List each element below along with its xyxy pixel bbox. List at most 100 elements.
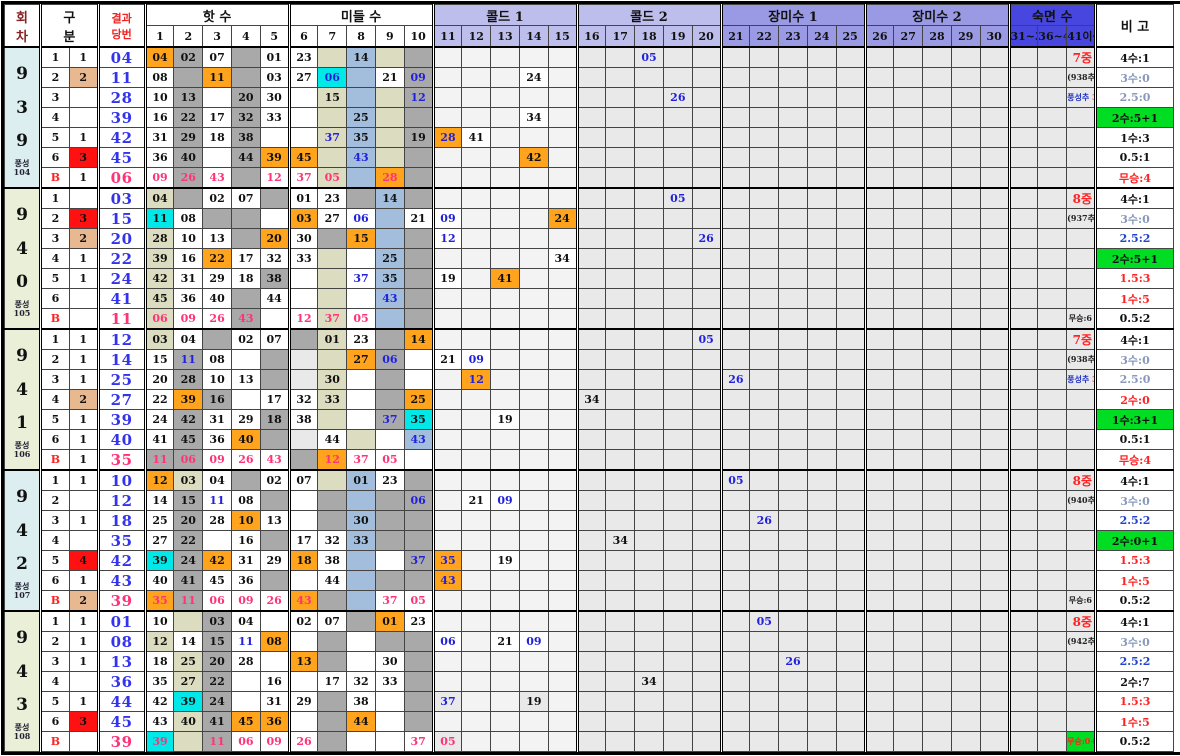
num-cell-5[interactable] xyxy=(259,308,291,330)
num-cell-13[interactable] xyxy=(490,328,520,350)
sleep-31-35[interactable] xyxy=(1008,87,1039,108)
num-cell-14[interactable] xyxy=(518,671,549,692)
num-cell-3[interactable]: 36 xyxy=(202,429,232,450)
sleep-31-35[interactable] xyxy=(1008,449,1039,471)
num-cell-12[interactable] xyxy=(461,409,492,430)
num-cell-18[interactable] xyxy=(634,691,664,712)
num-cell-12[interactable] xyxy=(461,67,492,88)
num-cell-20[interactable] xyxy=(691,550,723,571)
num-cell-2[interactable] xyxy=(173,731,204,752)
num-cell-19[interactable] xyxy=(662,610,693,632)
num-cell-5[interactable]: 01 xyxy=(259,46,291,68)
num-cell-8[interactable] xyxy=(346,610,376,632)
num-cell-24[interactable] xyxy=(806,610,837,632)
num-cell-6[interactable]: 01 xyxy=(288,187,319,209)
num-cell-22[interactable] xyxy=(749,349,780,370)
num-cell-19[interactable]: 26 xyxy=(662,87,693,108)
num-cell-8[interactable]: 25 xyxy=(346,107,376,128)
num-cell-19[interactable] xyxy=(662,369,693,390)
sleep-36-40[interactable] xyxy=(1037,691,1068,712)
num-cell-3[interactable]: 40 xyxy=(202,288,232,309)
num-cell-28[interactable] xyxy=(922,731,952,752)
category-cell[interactable]: 1 xyxy=(68,610,100,632)
num-cell-4[interactable]: 08 xyxy=(230,490,261,511)
num-cell-23[interactable] xyxy=(778,409,808,430)
num-cell-19[interactable] xyxy=(662,107,693,128)
num-cell-5[interactable]: 38 xyxy=(259,268,291,289)
num-cell-5[interactable] xyxy=(259,610,291,632)
num-cell-28[interactable] xyxy=(922,147,952,168)
sleep-41plus[interactable] xyxy=(1066,651,1097,672)
num-cell-16[interactable] xyxy=(576,691,607,712)
sleep-41plus[interactable]: (942추) xyxy=(1066,631,1097,652)
num-cell-14[interactable] xyxy=(518,449,549,471)
num-cell-12[interactable] xyxy=(461,248,492,269)
num-cell-7[interactable]: 17 xyxy=(317,671,348,692)
sleep-41plus[interactable]: (938추) xyxy=(1066,67,1097,88)
num-cell-11[interactable] xyxy=(432,369,463,390)
num-cell-12[interactable] xyxy=(461,107,492,128)
category-cell[interactable] xyxy=(68,530,100,551)
num-cell-22[interactable] xyxy=(749,469,780,491)
num-cell-30[interactable] xyxy=(979,610,1011,632)
num-cell-22[interactable] xyxy=(749,691,780,712)
num-cell-27[interactable] xyxy=(893,208,924,229)
num-cell-4[interactable]: 40 xyxy=(230,429,261,450)
num-cell-18[interactable] xyxy=(634,731,664,752)
sleep-41plus[interactable]: 무승:0+1 xyxy=(1066,731,1097,752)
num-cell-18[interactable] xyxy=(634,409,664,430)
sleep-36-40[interactable] xyxy=(1037,711,1068,732)
num-cell-10[interactable]: 19 xyxy=(403,127,435,148)
num-cell-10[interactable] xyxy=(403,46,435,68)
num-cell-30[interactable] xyxy=(979,228,1011,249)
num-cell-24[interactable] xyxy=(806,550,837,571)
num-cell-10[interactable] xyxy=(403,228,435,249)
num-cell-29[interactable] xyxy=(950,671,981,692)
num-cell-12[interactable] xyxy=(461,167,492,189)
num-cell-9[interactable]: 30 xyxy=(374,651,405,672)
num-cell-23[interactable] xyxy=(778,328,808,350)
num-cell-17[interactable] xyxy=(605,469,636,491)
num-cell-30[interactable] xyxy=(979,67,1011,88)
num-cell-19[interactable] xyxy=(662,469,693,491)
num-cell-25[interactable] xyxy=(835,490,867,511)
num-cell-28[interactable] xyxy=(922,530,952,551)
num-cell-16[interactable] xyxy=(576,469,607,491)
num-cell-12[interactable] xyxy=(461,469,492,491)
num-cell-15[interactable] xyxy=(547,87,579,108)
num-cell-26[interactable] xyxy=(864,671,895,692)
category-cell[interactable]: 1 xyxy=(68,469,100,491)
num-cell-12[interactable] xyxy=(461,590,492,612)
num-cell-25[interactable] xyxy=(835,570,867,591)
num-cell-6[interactable]: 37 xyxy=(288,167,319,189)
num-cell-27[interactable] xyxy=(893,67,924,88)
num-cell-18[interactable] xyxy=(634,349,664,370)
num-cell-22[interactable] xyxy=(749,208,780,229)
sleep-31-35[interactable] xyxy=(1008,389,1039,410)
num-cell-18[interactable] xyxy=(634,389,664,410)
num-cell-7[interactable] xyxy=(317,248,348,269)
num-cell-11[interactable] xyxy=(432,530,463,551)
num-cell-20[interactable] xyxy=(691,349,723,370)
num-cell-19[interactable] xyxy=(662,490,693,511)
category-cell[interactable]: 1 xyxy=(68,369,100,390)
num-cell-6[interactable] xyxy=(288,490,319,511)
num-cell-7[interactable]: 32 xyxy=(317,530,348,551)
num-cell-20[interactable] xyxy=(691,570,723,591)
num-cell-28[interactable] xyxy=(922,67,952,88)
num-cell-4[interactable]: 10 xyxy=(230,510,261,531)
num-cell-26[interactable] xyxy=(864,349,895,370)
num-cell-29[interactable] xyxy=(950,731,981,752)
result-number[interactable]: 35 xyxy=(97,449,147,471)
num-cell-30[interactable] xyxy=(979,87,1011,108)
category-cell[interactable] xyxy=(68,308,100,330)
num-cell-22[interactable] xyxy=(749,711,780,732)
num-cell-21[interactable] xyxy=(720,671,751,692)
num-cell-3[interactable]: 04 xyxy=(202,469,232,491)
num-cell-14[interactable]: 42 xyxy=(518,147,549,168)
sleep-41plus[interactable] xyxy=(1066,530,1097,551)
num-cell-28[interactable] xyxy=(922,610,952,632)
num-cell-19[interactable] xyxy=(662,328,693,350)
num-cell-6[interactable]: 32 xyxy=(288,389,319,410)
num-cell-30[interactable] xyxy=(979,46,1011,68)
